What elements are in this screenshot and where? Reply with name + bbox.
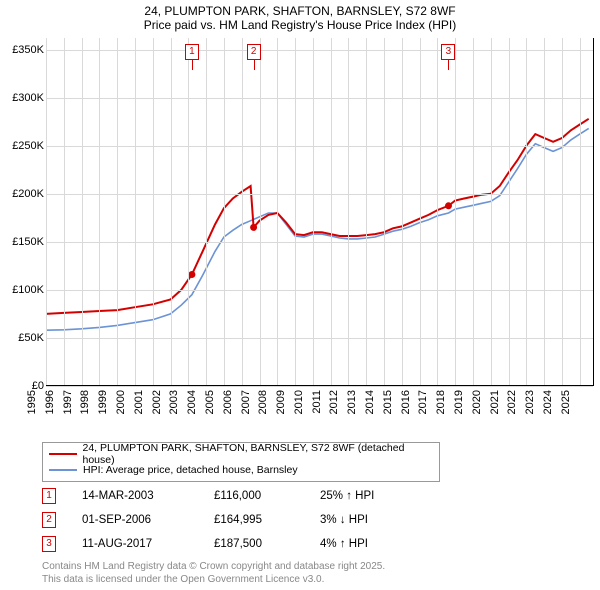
sale-notes: 1 14-MAR-2003 £116,000 25% ↑ HPI 2 01-SEP-200… — [42, 484, 582, 556]
legend-swatch — [49, 469, 77, 472]
note-date: 14-MAR-2003 — [82, 490, 188, 502]
x-gridline — [64, 38, 65, 385]
x-gridline — [82, 38, 83, 385]
x-gridline — [491, 38, 492, 385]
y-tick-label: £250K — [0, 140, 44, 152]
x-gridline — [171, 38, 172, 385]
x-gridline — [384, 38, 385, 385]
x-gridline — [153, 38, 154, 385]
y-gridline — [46, 338, 593, 339]
x-gridline — [99, 38, 100, 385]
series-hpi — [46, 128, 589, 330]
series-price_paid — [46, 119, 589, 314]
y-gridline — [46, 242, 593, 243]
x-gridline — [277, 38, 278, 385]
x-gridline — [509, 38, 510, 385]
legend-label: HPI: Average price, detached house, Barn… — [83, 464, 298, 476]
x-gridline — [331, 38, 332, 385]
x-gridline — [526, 38, 527, 385]
x-gridline — [295, 38, 296, 385]
x-gridline — [117, 38, 118, 385]
y-gridline — [46, 194, 593, 195]
note-price: £164,995 — [214, 514, 294, 526]
note-price: £187,500 — [214, 538, 294, 550]
note-pct: 25% ↑ HPI — [320, 490, 374, 502]
x-gridline — [260, 38, 261, 385]
legend-box: 24, PLUMPTON PARK, SHAFTON, BARNSLEY, S7… — [42, 442, 440, 482]
footer-line1: Contains HM Land Registry data © Crown c… — [42, 561, 385, 574]
chart-svg — [46, 38, 594, 386]
y-gridline — [46, 386, 593, 387]
x-gridline — [544, 38, 545, 385]
note-pct: 3% ↓ HPI — [320, 514, 368, 526]
note-pct: 4% ↑ HPI — [320, 538, 368, 550]
x-tick-label: 2025 — [560, 390, 600, 414]
y-gridline — [46, 50, 593, 51]
x-gridline — [242, 38, 243, 385]
note-row: 3 11-AUG-2017 £187,500 4% ↑ HPI — [42, 532, 582, 556]
x-gridline — [348, 38, 349, 385]
x-gridline — [224, 38, 225, 385]
legend-label: 24, PLUMPTON PARK, SHAFTON, BARNSLEY, S7… — [83, 442, 434, 466]
y-tick-label: £200K — [0, 188, 44, 200]
legend-row: 24, PLUMPTON PARK, SHAFTON, BARNSLEY, S7… — [49, 446, 433, 462]
x-gridline — [580, 38, 581, 385]
sale-dot — [188, 271, 195, 278]
x-gridline — [366, 38, 367, 385]
y-gridline — [46, 146, 593, 147]
note-date: 01-SEP-2006 — [82, 514, 188, 526]
y-tick-label: £150K — [0, 236, 44, 248]
chart-title-line2: Price paid vs. HM Land Registry's House … — [0, 18, 600, 32]
sale-marker-box: 3 — [441, 44, 455, 60]
x-gridline — [313, 38, 314, 385]
x-gridline — [437, 38, 438, 385]
x-gridline — [206, 38, 207, 385]
note-row: 1 14-MAR-2003 £116,000 25% ↑ HPI — [42, 484, 582, 508]
plot-area: 1 2 3 — [46, 38, 594, 386]
sale-marker-box: 2 — [247, 44, 261, 60]
y-gridline — [46, 290, 593, 291]
sale-dot — [445, 202, 452, 209]
note-price: £116,000 — [214, 490, 294, 502]
x-gridline — [420, 38, 421, 385]
chart-title-block: 24, PLUMPTON PARK, SHAFTON, BARNSLEY, S7… — [0, 0, 600, 34]
y-tick-label: £300K — [0, 92, 44, 104]
chart-container: £0£50K£100K£150K£200K£250K£300K£350K 123… — [0, 38, 600, 428]
sale-marker-pin — [254, 60, 255, 70]
footer-line2: This data is licensed under the Open Gov… — [42, 574, 385, 587]
note-marker-box: 1 — [42, 488, 56, 504]
y-tick-label: £50K — [0, 332, 44, 344]
x-gridline — [135, 38, 136, 385]
note-date: 11-AUG-2017 — [82, 538, 188, 550]
x-gridline — [188, 38, 189, 385]
x-gridline — [455, 38, 456, 385]
x-gridline — [473, 38, 474, 385]
sale-marker-pin — [448, 60, 449, 70]
sale-marker-pin — [192, 60, 193, 70]
sale-marker-box: 1 — [185, 44, 199, 60]
y-tick-label: £350K — [0, 44, 44, 56]
note-marker-box: 3 — [42, 536, 56, 552]
chart-title-line1: 24, PLUMPTON PARK, SHAFTON, BARNSLEY, S7… — [0, 4, 600, 18]
x-gridline — [46, 38, 47, 385]
legend-swatch — [49, 453, 77, 456]
y-gridline — [46, 98, 593, 99]
footer-attribution: Contains HM Land Registry data © Crown c… — [42, 561, 385, 586]
y-tick-label: £100K — [0, 284, 44, 296]
note-marker-box: 2 — [42, 512, 56, 528]
x-gridline — [562, 38, 563, 385]
note-row: 2 01-SEP-2006 £164,995 3% ↓ HPI — [42, 508, 582, 532]
sale-dot — [250, 224, 257, 231]
x-gridline — [402, 38, 403, 385]
